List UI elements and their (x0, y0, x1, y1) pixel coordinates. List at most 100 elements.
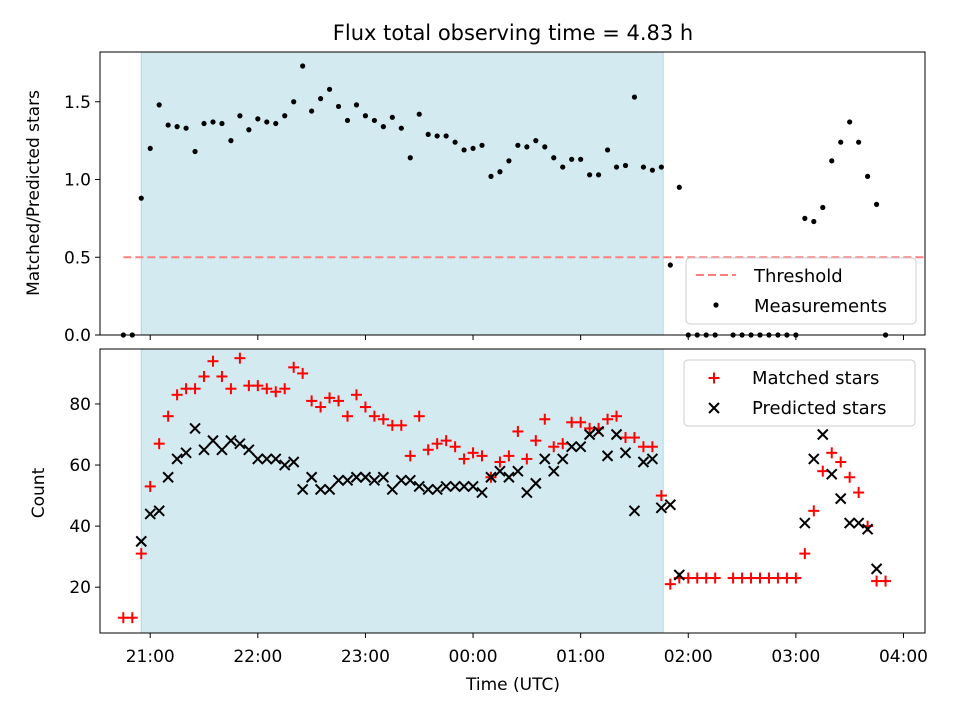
matched-point (359, 401, 371, 413)
bottom-y-axis: 20 40 60 80 (69, 395, 100, 598)
measurement-point (273, 120, 279, 127)
matched-point (799, 548, 811, 560)
bottom-legend: Matched stars Predicted stars (683, 359, 916, 427)
top-legend: Threshold Measurements (685, 257, 917, 325)
measurement-point (622, 162, 629, 169)
matched-point (548, 441, 560, 453)
top-y-axis: 0.0 0.5 1.0 1.5 (64, 93, 100, 346)
matched-point (207, 355, 219, 367)
predicted-point (216, 444, 228, 456)
x-axis-label: Time (UTC) (465, 675, 560, 695)
predicted-point (153, 505, 165, 517)
measurement-point (156, 102, 162, 108)
predicted-point (341, 474, 354, 487)
measurement-point (174, 124, 180, 130)
predicted-point (350, 471, 363, 483)
predicted-point (449, 480, 461, 493)
measurement-point (820, 204, 826, 211)
measurement-point (380, 124, 386, 130)
matched-point (162, 410, 174, 422)
matched-point (377, 413, 389, 425)
x-tick-label: 03:00 (771, 647, 820, 667)
predicted-point (601, 450, 614, 462)
matched-point (198, 370, 210, 382)
x-tick-label: 23:00 (341, 647, 390, 667)
predicted-point (162, 471, 174, 483)
measurement-point (479, 142, 485, 148)
bottom-matched-points (117, 352, 892, 624)
bottom-y-tick-label: 60 (69, 456, 91, 476)
predicted-point (404, 474, 416, 487)
predicted-point (314, 483, 327, 496)
predicted-point (619, 447, 632, 459)
measurement-point (865, 173, 871, 179)
predicted-point (592, 425, 605, 438)
measurement-point (838, 139, 844, 145)
measurement-point (255, 116, 261, 122)
matched-point (790, 572, 802, 584)
top-y-axis-label: Matched/Predicted stars (24, 90, 44, 296)
measurement-point (631, 94, 638, 100)
predicted-point (296, 483, 309, 496)
matched-point (494, 456, 506, 468)
measurement-point (371, 117, 378, 124)
predicted-point (664, 499, 677, 511)
bottom-axes-frame (99, 348, 926, 634)
matched-point (808, 505, 820, 517)
legend-predicted-marker (708, 402, 720, 414)
predicted-point (655, 502, 668, 514)
matched-point (297, 367, 309, 379)
predicted-point (180, 447, 192, 459)
matched-point (234, 352, 246, 364)
measurement-point (488, 173, 494, 179)
matched-point (602, 413, 614, 425)
bottom-y-tick-label: 40 (69, 517, 91, 537)
matched-point (646, 441, 658, 453)
measurement-point (470, 145, 476, 152)
predicted-point (646, 453, 659, 465)
predicted-point (861, 523, 874, 535)
matched-point (350, 389, 362, 401)
top-x-ticks (149, 335, 904, 340)
predicted-point (673, 569, 686, 581)
bottom-legend-box (683, 359, 916, 427)
predicted-point (261, 453, 273, 465)
matched-point (333, 395, 345, 407)
top-y-tick-label: 0.0 (64, 326, 91, 346)
predicted-point (574, 441, 587, 453)
top-y-tick-label: 0.5 (64, 248, 91, 268)
measurement-point (362, 113, 369, 119)
matched-point (216, 370, 228, 382)
bottom-x-axis: 21:00 22:00 23:00 00:00 01:00 02:00 03:00 04:00 (126, 633, 928, 667)
matched-point (521, 453, 533, 465)
measurement-point (515, 142, 521, 148)
predicted-point (843, 517, 856, 529)
x-tick-label: 04:00 (879, 647, 928, 667)
measurement-point (658, 164, 664, 170)
x-tick-label: 00:00 (449, 647, 498, 667)
bottom-panel: 21:00 22:00 23:00 00:00 01:00 02:00 03:00 04:00… (29, 348, 928, 695)
measurement-point (551, 155, 557, 161)
measurement-point (147, 145, 153, 152)
matched-point (413, 410, 425, 422)
measurement-point (595, 172, 602, 178)
measurement-point (335, 103, 342, 110)
matched-point (467, 447, 479, 459)
matched-point (835, 456, 847, 468)
bottom-y-axis-label: Count (29, 467, 49, 518)
matched-point (153, 438, 165, 450)
predicted-point (234, 437, 246, 450)
legend-matched-label: Matched stars (752, 368, 879, 389)
measurement-point (228, 138, 234, 144)
matched-point (440, 435, 452, 447)
matched-point (342, 410, 353, 422)
measurement-point (461, 147, 467, 153)
matched-point (512, 425, 524, 437)
matched-point (431, 438, 443, 450)
measurement-point (667, 262, 673, 268)
measurement-point (847, 119, 853, 125)
matched-point (189, 383, 201, 395)
top-observing-window (140, 51, 664, 336)
measurement-point (676, 184, 682, 190)
predicted-point (144, 508, 156, 520)
